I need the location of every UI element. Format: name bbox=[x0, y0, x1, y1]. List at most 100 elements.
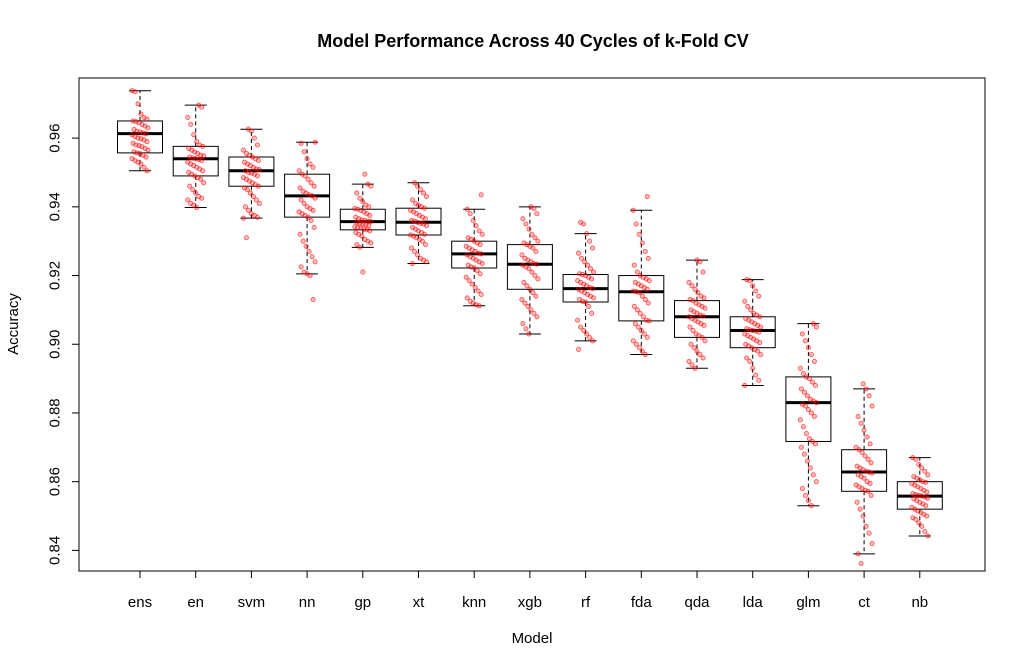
data-point bbox=[699, 334, 705, 340]
point-series bbox=[129, 88, 931, 566]
data-point bbox=[913, 456, 919, 462]
x-tick-label: en bbox=[187, 594, 204, 611]
data-point bbox=[686, 279, 692, 285]
data-point bbox=[758, 324, 764, 330]
data-point bbox=[360, 269, 366, 275]
data-point bbox=[308, 180, 314, 186]
data-point bbox=[303, 243, 309, 249]
data-point bbox=[528, 307, 534, 313]
data-point bbox=[527, 286, 533, 292]
points-gp bbox=[352, 171, 374, 275]
data-point bbox=[632, 321, 638, 327]
data-point bbox=[591, 269, 597, 275]
data-point bbox=[531, 310, 537, 316]
data-point bbox=[808, 352, 814, 358]
data-point bbox=[813, 400, 819, 406]
data-point bbox=[701, 322, 707, 328]
data-point bbox=[368, 183, 374, 189]
data-point bbox=[309, 254, 315, 260]
y-tick-label: 0.88 bbox=[47, 398, 64, 427]
data-point bbox=[144, 168, 150, 174]
data-point bbox=[636, 345, 642, 351]
data-point bbox=[305, 176, 311, 182]
data-point bbox=[756, 377, 762, 383]
data-point bbox=[923, 503, 929, 509]
data-point bbox=[924, 513, 930, 519]
x-tick-label: fda bbox=[631, 594, 653, 611]
iqr-box bbox=[618, 275, 665, 322]
data-point bbox=[744, 355, 750, 361]
x-tick-label: gp bbox=[354, 594, 371, 611]
data-point bbox=[474, 267, 480, 273]
data-point bbox=[588, 266, 594, 272]
data-point bbox=[530, 290, 536, 296]
data-point bbox=[423, 223, 430, 229]
data-point bbox=[802, 338, 808, 344]
data-point bbox=[145, 125, 151, 131]
data-point bbox=[298, 197, 304, 203]
data-point bbox=[809, 379, 815, 385]
data-point bbox=[646, 318, 652, 324]
data-point bbox=[477, 242, 483, 248]
data-point bbox=[645, 255, 651, 261]
data-point bbox=[860, 381, 866, 387]
data-point bbox=[479, 260, 485, 267]
data-point bbox=[867, 441, 873, 447]
points-en bbox=[185, 102, 207, 211]
data-point bbox=[185, 197, 191, 203]
data-point bbox=[519, 252, 525, 258]
data-point bbox=[421, 205, 428, 211]
data-point bbox=[297, 231, 303, 237]
data-point bbox=[254, 214, 260, 220]
data-point bbox=[800, 370, 806, 377]
data-point bbox=[590, 338, 596, 344]
data-point bbox=[306, 248, 312, 255]
data-point bbox=[240, 215, 246, 221]
data-point bbox=[630, 207, 636, 213]
data-point bbox=[581, 327, 587, 334]
data-point bbox=[366, 204, 372, 210]
data-point bbox=[812, 441, 818, 447]
data-point bbox=[589, 276, 595, 282]
data-point bbox=[801, 451, 807, 457]
data-point bbox=[255, 157, 261, 164]
data-point bbox=[860, 513, 866, 519]
data-point bbox=[869, 403, 875, 409]
data-point bbox=[922, 528, 928, 535]
data-point bbox=[631, 303, 637, 310]
data-point bbox=[302, 173, 308, 179]
data-point bbox=[913, 516, 919, 523]
data-point bbox=[644, 193, 650, 200]
data-point bbox=[467, 211, 473, 217]
points-fda bbox=[630, 193, 652, 358]
data-point bbox=[524, 283, 530, 289]
data-point bbox=[642, 248, 648, 255]
data-point bbox=[641, 331, 647, 337]
data-point bbox=[469, 281, 475, 287]
x-tick-label: qda bbox=[684, 594, 710, 611]
data-point bbox=[185, 114, 191, 121]
data-point bbox=[639, 348, 645, 354]
data-point bbox=[919, 465, 925, 471]
data-point bbox=[248, 128, 254, 134]
data-point bbox=[423, 259, 430, 265]
data-point bbox=[700, 269, 706, 275]
data-point bbox=[534, 314, 540, 320]
data-point bbox=[702, 338, 708, 344]
data-point bbox=[798, 386, 804, 392]
data-point bbox=[422, 242, 429, 248]
data-point bbox=[695, 290, 701, 296]
data-point bbox=[803, 431, 809, 437]
x-axis: ens en svm nn gp xt knn xgb rf fda qda lda glm ct nb bbox=[128, 571, 928, 611]
x-tick-label: nb bbox=[911, 594, 928, 611]
data-point bbox=[190, 187, 196, 193]
data-point bbox=[305, 214, 311, 220]
data-point bbox=[201, 153, 207, 159]
data-point bbox=[526, 331, 532, 337]
data-point bbox=[862, 453, 868, 459]
data-point bbox=[478, 251, 484, 257]
data-point bbox=[639, 293, 645, 299]
points-xt bbox=[407, 180, 430, 267]
data-point bbox=[634, 307, 640, 313]
